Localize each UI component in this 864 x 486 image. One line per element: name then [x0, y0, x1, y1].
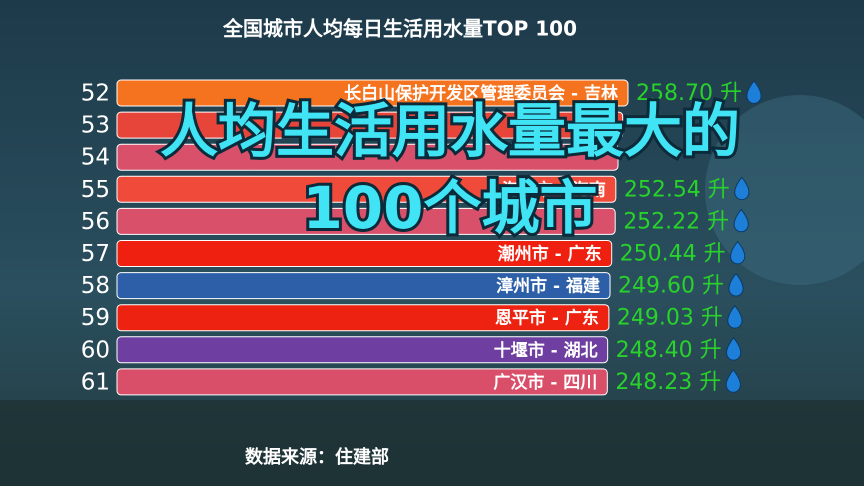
bar	[116, 111, 624, 139]
bar	[116, 368, 608, 396]
water-drop-icon	[727, 304, 743, 329]
overlay-subtitle: 100个城市	[302, 174, 597, 242]
source-note: 数据来源：住建部	[245, 446, 389, 468]
rank-label: 58	[81, 273, 110, 299]
overlay-title: 人均生活用水量最大的	[160, 97, 740, 165]
water-drop-icon	[728, 272, 744, 297]
rank-label: 54	[81, 145, 110, 171]
bar	[116, 143, 619, 171]
category-label: 漳州市 - 福建	[496, 276, 600, 297]
rank-label: 57	[81, 241, 110, 267]
city-silhouette	[0, 400, 864, 486]
value-label: 248.23 升	[615, 370, 721, 395]
bar	[116, 336, 609, 364]
value-label: 249.03 升	[617, 306, 723, 331]
category-label: 海口市 - 海南	[502, 179, 606, 200]
rank-label: 53	[81, 113, 110, 139]
category-label: 恩平市 - 广东	[495, 308, 599, 329]
bar	[116, 175, 617, 203]
bar	[116, 207, 616, 235]
value-label: 252.54 升	[624, 177, 730, 202]
chart-title: 全国城市人均每日生活用水量TOP 100	[222, 17, 577, 41]
bar	[116, 272, 611, 300]
water-drop-icon	[734, 176, 750, 201]
value-label: 252.22 升	[623, 209, 729, 234]
water-drop-icon	[746, 80, 762, 104]
category-label: 十堰市 - 湖北	[494, 340, 598, 361]
value-label: 258.70 升	[636, 81, 742, 106]
bars: 52 长白山保护开发区管理委员会 - 吉林 258.70 升 53 54 55 海口市 - …	[81, 79, 762, 396]
category-label: 广汉市 - 四川	[493, 372, 597, 393]
water-drop-icon	[733, 208, 749, 233]
rank-label: 52	[81, 81, 110, 107]
value-label: 248.40 升	[616, 338, 722, 363]
rank-label: 61	[81, 369, 110, 395]
water-drop-icon	[730, 240, 746, 265]
water-drop-icon	[725, 369, 741, 393]
globe-decoration	[705, 95, 864, 285]
bar	[116, 240, 613, 267]
rank-label: 59	[81, 305, 110, 331]
bar	[116, 304, 610, 332]
category-label: 潮州市 - 广东	[498, 244, 602, 265]
value-label: 250.44 升	[620, 242, 726, 267]
value-label: 249.60 升	[618, 274, 724, 299]
water-drop-icon	[726, 336, 742, 361]
rank-label: 60	[81, 337, 110, 363]
bar	[116, 79, 629, 107]
category-label: 长白山保护开发区管理委员会 - 吉林	[344, 83, 618, 104]
rank-label: 56	[81, 209, 110, 235]
rank-label: 55	[81, 177, 110, 203]
